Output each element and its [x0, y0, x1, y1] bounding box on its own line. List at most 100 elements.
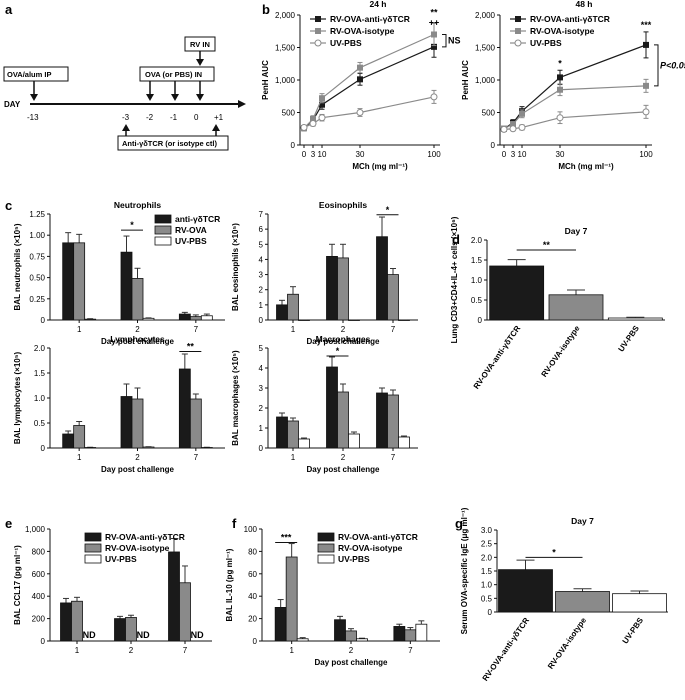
d-title: Day 7: [565, 226, 588, 236]
b48-point: [510, 121, 516, 128]
c_lym-xlabel: Day post challenge: [101, 465, 174, 474]
c_lym-bar: [131, 398, 144, 449]
ova-pbs-box: [139, 66, 215, 82]
e-ytick-label: 0: [41, 637, 46, 646]
c_eos-title: Eosinophils: [319, 200, 367, 210]
c_neu-ytick-label: 1.25: [29, 210, 45, 219]
f-legend-swatch: [317, 554, 335, 564]
c_neu-bar: [120, 251, 133, 321]
b48-point: [556, 114, 564, 122]
g-category-label: RV-OVA-anti-γδTCR: [481, 616, 532, 683]
e-ytick-label: 1,000: [25, 525, 46, 534]
b24-point: [309, 120, 317, 128]
panel-label-g: g: [455, 516, 463, 531]
c_eos-ytick-label: 5: [259, 240, 264, 249]
c_eos-bar: [376, 236, 388, 321]
b24-point: [357, 64, 363, 71]
f-bar: [285, 556, 298, 642]
b24-xtick-label: 10: [318, 150, 327, 159]
c_eos-xtick-label: 2: [341, 325, 346, 334]
f-bar: [296, 638, 309, 642]
c_neu-xtick-label: 7: [194, 325, 199, 334]
b24-xtick-label: 0: [302, 150, 307, 159]
timeline-diagram: DAY -13 -3 -2 -1 0 +1 OVA/alum IP RV IN …: [3, 36, 246, 151]
c_neu-bar: [178, 313, 191, 321]
b24-annotation-ns: NS: [448, 36, 461, 46]
g-ytick-label: 0.5: [481, 594, 493, 603]
c_eos-bar: [337, 257, 349, 321]
f-bar: [334, 619, 346, 642]
e-xtick-label: 1: [75, 646, 80, 655]
c_neu-bar: [84, 318, 97, 321]
g-sig-stars: *: [552, 547, 556, 557]
c_lym-bar: [84, 447, 97, 449]
c_mac-bar: [287, 420, 299, 449]
b48-legend-label: RV-OVA-isotype: [530, 26, 595, 36]
c_eos-bar: [276, 304, 288, 321]
c_neu-ylabel: BAL neutrophils (×10⁵): [13, 223, 22, 310]
f-legend-label: UV-PBS: [338, 554, 370, 564]
c_eos-ytick-label: 2: [259, 286, 264, 295]
e-nd-label: ND: [191, 630, 204, 640]
c_mac-ylabel: BAL macrophages (×10⁵): [231, 350, 240, 446]
g-ytick-label: 2.5: [481, 540, 493, 549]
e-ytick-label: 800: [32, 547, 46, 556]
f-bar: [356, 638, 368, 642]
b24-legend-marker: [314, 39, 322, 47]
e-legend-label: RV-OVA-isotype: [105, 543, 170, 553]
c_eos-bar: [287, 293, 299, 321]
e-legend-swatch: [84, 532, 102, 542]
c_eos-ytick-label: 1: [259, 301, 264, 310]
ova-pbs-label: OVA (or PBS) IN: [145, 70, 202, 79]
rv-in-label: RV IN: [190, 40, 210, 49]
b48-point: [642, 108, 650, 116]
c_neu-bar: [142, 317, 155, 321]
g-ytick-label: 0: [488, 608, 493, 617]
c_mac-bar: [337, 391, 349, 449]
c_mac-bar: [326, 366, 338, 449]
ova-alum-label: OVA/alum IP: [7, 70, 51, 79]
c_eos-xtick-label: 7: [391, 325, 396, 334]
b24-point: [431, 31, 437, 38]
e-legend-label: UV-PBS: [105, 554, 137, 564]
c_lym-ylabel: BAL lymphocytes (×10⁵): [13, 352, 22, 445]
c_mac-bar: [398, 436, 410, 449]
b24-ytick-label: 1,000: [275, 76, 296, 85]
timeline-day-m1: -1: [170, 113, 178, 122]
b24-annotation-plus: ++: [429, 17, 440, 27]
b24-xtick-label: 100: [427, 150, 441, 159]
c_lym-bar: [189, 398, 202, 449]
b24-ns-bracket: [442, 34, 447, 48]
c_eos-ytick-label: 4: [259, 255, 264, 264]
f-legend-swatch: [317, 532, 335, 542]
ova-alum-arrow: [30, 94, 38, 101]
c_eos-bar: [326, 255, 338, 321]
g-bar: [555, 591, 610, 613]
c_lym-sig-stars: **: [187, 342, 195, 352]
c_neu-ytick-label: 0.50: [29, 274, 45, 283]
b48-legend-label: UV-PBS: [530, 38, 562, 48]
antibody-label: Anti-γδTCR (or isotype ctl): [122, 139, 217, 148]
f-ytick-label: 20: [248, 615, 257, 624]
b24-annotation-stars: **: [430, 7, 438, 17]
b24-xtick-label: 30: [356, 150, 365, 159]
antibody-box: [117, 135, 229, 151]
b24-xlabel: MCh (mg ml⁻¹): [352, 162, 408, 171]
panel-label-a: a: [5, 2, 13, 17]
c_eos-xlabel: Day post challenge: [307, 337, 380, 346]
c_lym-bar: [73, 425, 86, 449]
b48-xtick-label: 3: [511, 150, 516, 159]
b48-xlabel: MCh (mg ml⁻¹): [558, 162, 614, 171]
f-bar: [345, 630, 357, 642]
d-bar: [607, 317, 663, 321]
b24-title: 24 h: [369, 0, 386, 9]
b24-point: [310, 116, 316, 122]
d-bar: [548, 294, 604, 321]
c_mac-xlabel: Day post challenge: [307, 465, 380, 474]
g-title: Day 7: [571, 516, 594, 526]
e-bar: [60, 602, 72, 642]
e-xtick-label: 7: [183, 646, 188, 655]
b24-legend-marker: [315, 28, 321, 34]
b48-point: [518, 123, 526, 131]
